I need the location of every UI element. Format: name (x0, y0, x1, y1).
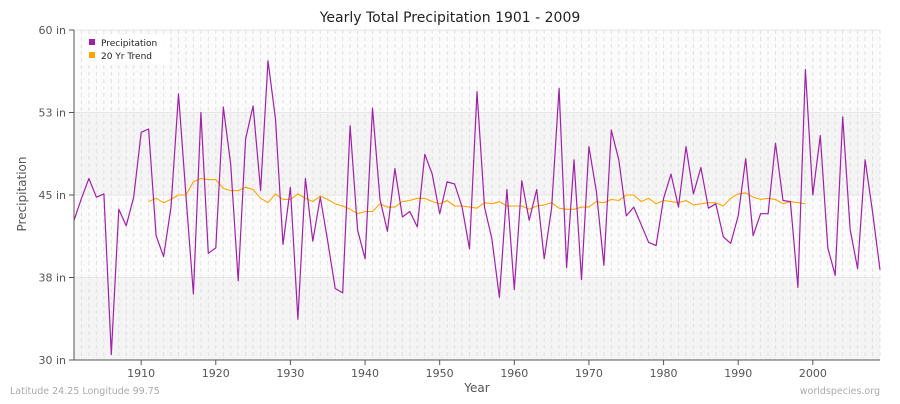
legend-swatch-trend (89, 52, 95, 58)
x-axis-label: Year (463, 381, 489, 395)
x-tick-label: 2000 (799, 367, 827, 380)
y-tick-label: 53 in (38, 107, 66, 120)
x-tick-label: 1980 (650, 367, 678, 380)
y-tick-label: 30 in (38, 354, 66, 367)
y-tick-labels: 60 in 53 in 45 in 38 in 30 in (38, 24, 74, 367)
x-tick-label: 1990 (724, 367, 752, 380)
footer-location: Latitude 24.25 Longitude 99.75 (10, 386, 160, 397)
legend-swatch-precipitation (89, 39, 95, 45)
legend-label-trend: 20 Yr Trend (101, 52, 152, 62)
x-tick-label: 1970 (575, 367, 603, 380)
x-tick-labels: 1910 1920 1930 1940 1950 1960 1970 1980 1990 2000 (127, 360, 827, 380)
footer-site[interactable]: worldspecies.org (800, 386, 880, 397)
x-tick-label: 1960 (500, 367, 528, 380)
background-band (74, 112, 880, 195)
y-tick-label: 60 in (38, 24, 66, 37)
y-tick-label: 45 in (38, 189, 66, 202)
y-axis-label: Precipitation (15, 156, 29, 231)
series-line-20-yr-trend (148, 177, 806, 215)
x-tick-label: 1950 (426, 367, 454, 380)
legend-label-precipitation: Precipitation (101, 39, 157, 49)
x-tick-label: 1930 (276, 367, 304, 380)
series-lines (73, 60, 881, 356)
x-tick-label: 1920 (202, 367, 230, 380)
series-line-precipitation (73, 60, 881, 356)
legend-box (82, 34, 170, 64)
legend: Precipitation 20 Yr Trend (82, 34, 170, 64)
x-tick-label: 1910 (127, 367, 155, 380)
chart-title: Yearly Total Precipitation 1901 - 2009 (319, 10, 581, 26)
vertical-gridlines (73, 30, 881, 360)
x-tick-label: 1940 (351, 367, 379, 380)
y-tick-label: 38 in (38, 272, 66, 285)
